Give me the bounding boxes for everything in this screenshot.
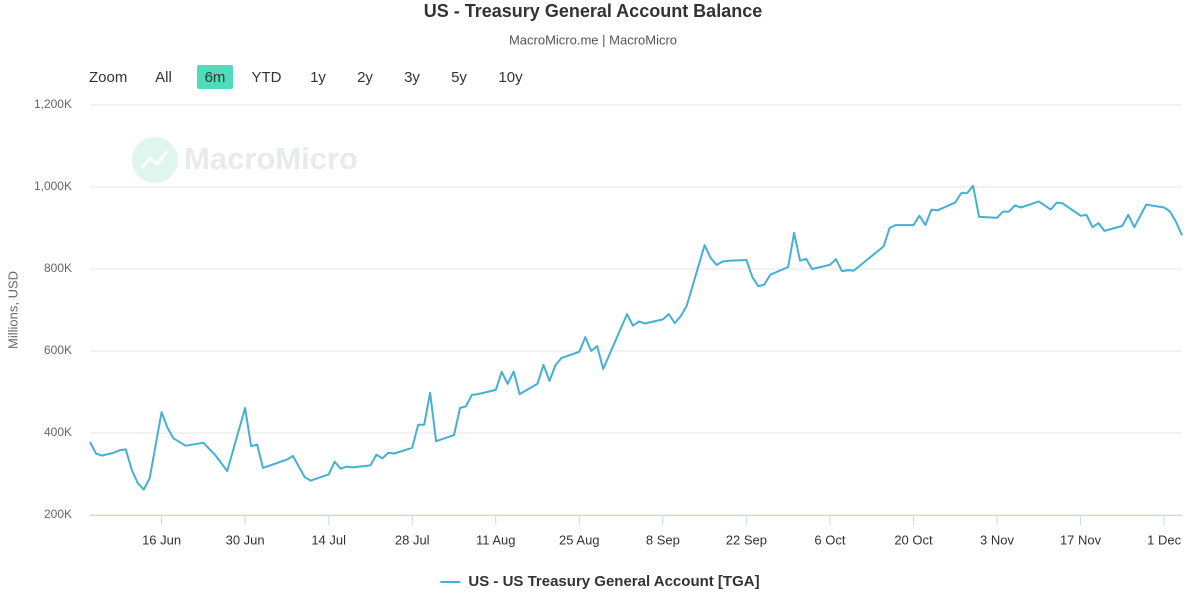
x-tick-label: 30 Jun — [226, 532, 265, 547]
y-tick-label: 800K — [44, 261, 72, 275]
zoom-button[interactable]: 1y — [310, 69, 326, 86]
watermark: MacroMicro — [132, 137, 358, 183]
zoom-button[interactable]: 5y — [451, 69, 467, 86]
zoom-button-label[interactable]: 1y — [310, 69, 326, 86]
zoom-label: Zoom — [89, 69, 127, 86]
zoom-button[interactable]: 2y — [357, 69, 373, 86]
zoom-button[interactable]: 6m — [197, 65, 233, 89]
y-tick-label: 1,000K — [34, 179, 72, 193]
zoom-button[interactable]: 10y — [498, 69, 523, 86]
zoom-button-label[interactable]: 10y — [498, 69, 523, 86]
x-tick-label: 14 Jul — [311, 532, 346, 547]
y-axis-title: Millions, USD — [5, 271, 20, 349]
x-tick-label: 6 Oct — [814, 532, 845, 547]
x-tick-label: 11 Aug — [476, 532, 516, 547]
x-tick-label: 3 Nov — [980, 532, 1014, 547]
x-tick-label: 8 Sep — [646, 532, 680, 547]
zoom-button-bg[interactable] — [197, 65, 233, 89]
x-tick-label: 22 Sep — [726, 532, 767, 547]
chart-title: US - Treasury General Account Balance — [424, 1, 762, 21]
zoom-button[interactable]: 3y — [404, 69, 420, 86]
zoom-button-label[interactable]: 2y — [357, 69, 373, 86]
zoom-button-label[interactable]: All — [155, 69, 172, 86]
watermark-icon-line — [140, 150, 169, 169]
zoom-button-label[interactable]: 3y — [404, 69, 420, 86]
legend[interactable]: US - US Treasury General Account [TGA] — [440, 573, 760, 590]
watermark-icon — [132, 137, 178, 183]
x-tick-label: 25 Aug — [559, 532, 600, 547]
zoom-button-label[interactable]: 6m — [205, 69, 226, 86]
x-tick-label: 28 Jul — [395, 532, 430, 547]
watermark-text: MacroMicro — [184, 141, 358, 176]
zoom-button[interactable]: All — [155, 69, 172, 86]
zoom-button-label[interactable]: 5y — [451, 69, 467, 86]
y-tick-label: 1,200K — [34, 97, 72, 111]
x-tick-label: 1 Dec — [1147, 532, 1181, 547]
y-tick-label: 600K — [44, 343, 72, 357]
x-tick-label: 17 Nov — [1060, 532, 1102, 547]
x-tick-label: 16 Jun — [142, 532, 181, 547]
y-tick-label: 400K — [44, 425, 72, 439]
x-tick-label: 20 Oct — [894, 532, 933, 547]
legend-label[interactable]: US - US Treasury General Account [TGA] — [468, 573, 759, 590]
series-line — [89, 184, 1183, 491]
zoom-button[interactable]: YTD — [252, 69, 282, 86]
y-tick-label: 200K — [44, 507, 72, 521]
zoom-button-label[interactable]: YTD — [252, 69, 282, 86]
chart-subtitle: MacroMicro.me | MacroMicro — [509, 32, 677, 47]
